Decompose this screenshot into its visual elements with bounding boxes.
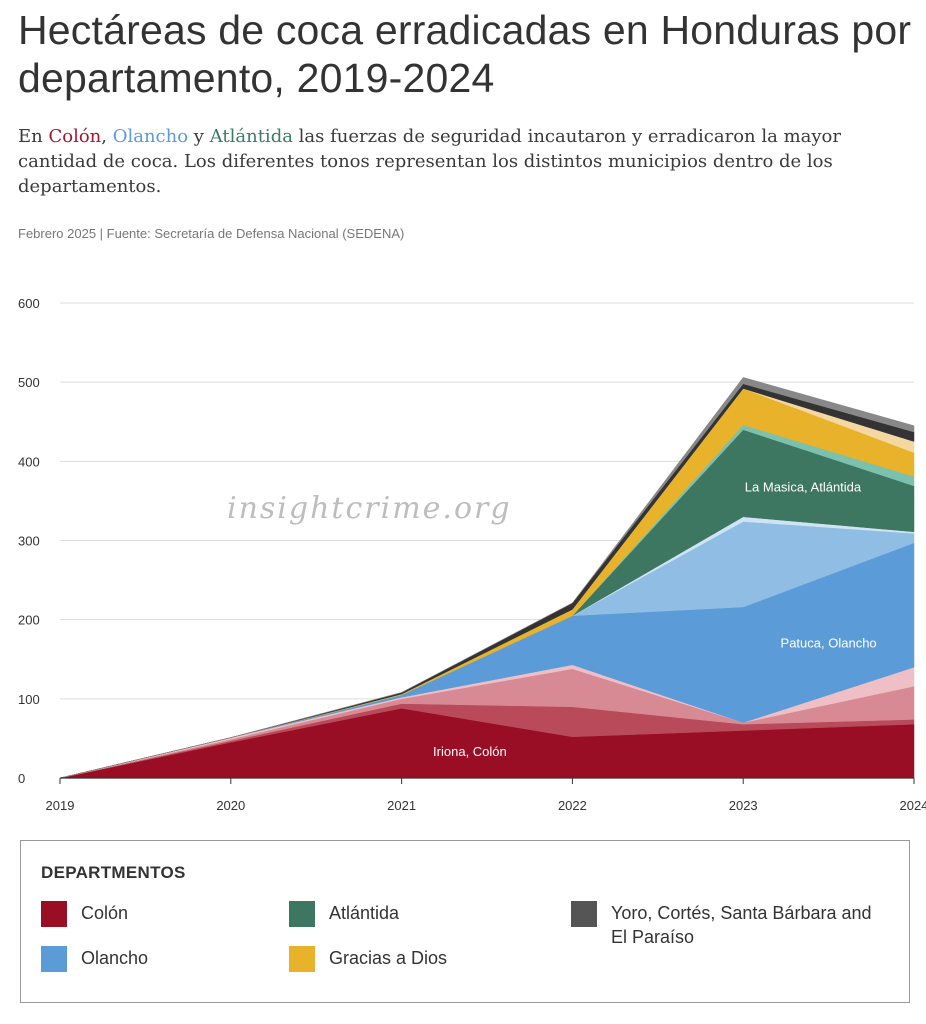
legend-item-colon: Colón bbox=[41, 901, 128, 927]
x-tick-label: 2022 bbox=[558, 798, 587, 813]
legend-label-colon: Colón bbox=[81, 903, 129, 923]
legend-item-olancho: Olancho bbox=[41, 946, 148, 972]
subtitle-sep2: y bbox=[188, 126, 210, 147]
legend-swatch-olancho bbox=[41, 946, 67, 972]
legend: DEPARTMENTOS Colón Atlántida Yoro, Corté… bbox=[20, 840, 910, 1003]
y-tick-label: 500 bbox=[18, 375, 40, 390]
area-series-12 bbox=[59, 377, 915, 779]
legend-label-gracias: Gracias a Dios bbox=[329, 948, 448, 968]
legend-title: DEPARTMENTOS bbox=[41, 863, 186, 882]
x-tick-label: 2023 bbox=[729, 798, 758, 813]
legend-label-atlantida: Atlántida bbox=[329, 903, 400, 923]
area-annotation: La Masica, Atlántida bbox=[745, 479, 862, 494]
legend-item-gracias: Gracias a Dios bbox=[289, 946, 447, 972]
subtitle-olancho: Olancho bbox=[112, 126, 189, 147]
x-tick-label: 2021 bbox=[387, 798, 416, 813]
x-tick-label: 2020 bbox=[216, 798, 245, 813]
y-tick-label: 0 bbox=[18, 771, 25, 786]
subtitle-rest: las fuerzas de seguridad incautaron y er… bbox=[18, 126, 841, 197]
y-tick-label: 100 bbox=[18, 692, 40, 707]
legend-label-olancho: Olancho bbox=[81, 948, 149, 968]
y-tick-label: 200 bbox=[18, 613, 40, 628]
legend-label-yoro: Yoro, Cortés, Santa Bárbara and El Paraí… bbox=[611, 903, 872, 947]
legend-item-yoro: Yoro, Cortés, Santa Bárbara and El Paraí… bbox=[571, 901, 891, 949]
source-note: Febrero 2025 | Fuente: Secretaría de Def… bbox=[18, 226, 405, 241]
legend-swatch-yoro bbox=[571, 901, 597, 927]
subtitle-atlantida: Atlántida bbox=[209, 126, 293, 147]
legend-swatch-colon bbox=[41, 901, 67, 927]
subtitle-colon: Colón bbox=[48, 126, 102, 147]
chart-title: Hectáreas de coca erradicadas en Hondura… bbox=[18, 7, 912, 101]
chart-subtitle: En Colón, Olancho y Atlántida las fuerza… bbox=[18, 124, 918, 199]
area-annotation: Patuca, Olancho bbox=[781, 635, 877, 650]
x-tick-label: 2024 bbox=[900, 798, 926, 813]
y-tick-label: 400 bbox=[18, 454, 40, 469]
subtitle-sep1: , bbox=[101, 126, 113, 147]
chart-svg: 0 100 200 300 400 500 600 insightcrime.org 2019 2… bbox=[18, 296, 926, 813]
subtitle-prefix: En bbox=[18, 126, 49, 147]
legend-item-atlantida: Atlántida bbox=[289, 901, 399, 927]
y-tick-label: 600 bbox=[18, 296, 40, 311]
x-tick-label: 2019 bbox=[46, 798, 75, 813]
y-tick-label: 300 bbox=[18, 534, 40, 549]
area-annotation: Iriona, Colón bbox=[433, 744, 507, 759]
area-chart: 0 100 200 300 400 500 600 insightcrime.org 2019 2… bbox=[0, 280, 926, 820]
watermark: insightcrime.org bbox=[227, 491, 512, 526]
legend-swatch-gracias bbox=[289, 946, 315, 972]
legend-swatch-atlantida bbox=[289, 901, 315, 927]
